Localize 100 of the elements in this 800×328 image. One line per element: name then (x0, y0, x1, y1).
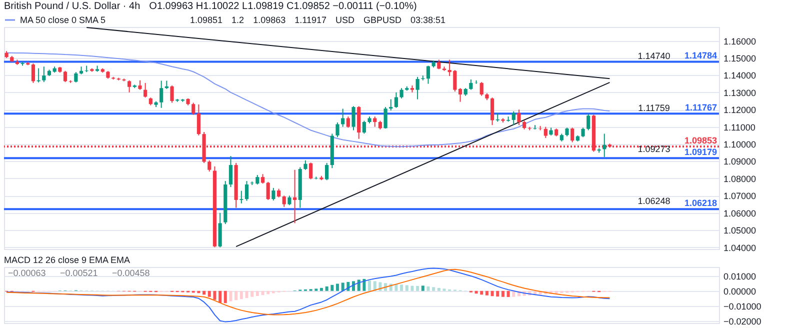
candlestick (437, 59, 441, 70)
text: 1.09851 (190, 15, 223, 25)
bar (362, 278, 366, 291)
candlestick (490, 97, 494, 126)
candlestick (314, 176, 318, 180)
ref-line-label: 1.14784 (684, 50, 717, 61)
bar (554, 290, 558, 294)
candlestick (244, 180, 249, 202)
bar (234, 290, 238, 300)
bar (256, 290, 259, 296)
bar (245, 290, 248, 298)
bar (250, 290, 254, 297)
ref-line-label: 1.11767 (684, 102, 717, 113)
candlestick (341, 108, 345, 128)
candlestick (282, 195, 286, 208)
candlestick (63, 70, 68, 83)
bar (352, 281, 355, 291)
candlestick (208, 160, 212, 172)
candlestick (160, 80, 164, 108)
text: 1.11917 (294, 15, 326, 25)
bar (501, 290, 504, 297)
bar (437, 288, 440, 291)
candlestick (469, 78, 473, 90)
bar (400, 284, 404, 291)
candlestick (346, 116, 350, 128)
y-tick-label: −0.01000 (724, 301, 762, 312)
candlestick (42, 66, 46, 83)
bar (229, 290, 232, 302)
y-tick-label: 0.00000 (724, 286, 756, 296)
candlestick (517, 109, 521, 126)
bar (240, 290, 243, 300)
candlestick (144, 82, 148, 98)
candlestick (362, 120, 366, 134)
candlestick (389, 98, 393, 111)
candlestick (308, 162, 313, 180)
bar (496, 290, 500, 297)
candlestick (228, 156, 233, 188)
candlestick (512, 110, 516, 126)
candlestick (260, 174, 265, 184)
y-tick-label: 1.07000 (724, 191, 756, 202)
ref-line-label: 1.09853 (684, 136, 717, 146)
annotation: −0.00521 (60, 268, 98, 278)
candlestick (384, 106, 388, 130)
candlestick (266, 181, 270, 200)
bar (202, 290, 206, 295)
bar (480, 290, 484, 295)
candlestick (196, 104, 200, 136)
bar (368, 280, 372, 291)
candlestick (192, 102, 196, 116)
y-tick-label: 1.12000 (724, 105, 756, 116)
bar (485, 290, 488, 296)
candlestick (373, 116, 377, 128)
bar (405, 285, 408, 291)
bar (213, 290, 216, 300)
annotation: −0.00458 (112, 268, 150, 278)
candlestick (400, 88, 404, 99)
y-tick-label: 1.11000 (724, 122, 756, 132)
candlestick (84, 65, 88, 73)
annotation: 1.06248 (638, 196, 670, 206)
candlestick (288, 195, 292, 206)
bar (266, 290, 270, 294)
bar (325, 286, 328, 291)
text: 03:38:51 (410, 15, 446, 25)
y-tick-label: 1.05000 (724, 226, 756, 236)
legend-label: MA 50 close 0 SMA 5 (20, 15, 106, 25)
bar (474, 290, 478, 294)
text: 1.2 (232, 15, 244, 25)
y-tick-label: 1.13000 (724, 88, 756, 98)
candlestick (416, 76, 420, 100)
bar (421, 286, 424, 291)
bar (272, 290, 275, 294)
candlestick (538, 125, 542, 131)
bar (341, 282, 344, 291)
bar (490, 290, 494, 296)
bar (416, 286, 420, 291)
candlestick (325, 162, 329, 181)
candlestick (74, 72, 78, 83)
candlestick (218, 212, 222, 248)
annotation: 1.09273 (638, 144, 670, 154)
text: O1.09963 H1.10022 L1.09819 C1.09852 −0.00111 (−0.10%) (149, 1, 417, 12)
annotation: 1.11759 (638, 103, 670, 113)
y-tick-label: 1.06000 (724, 208, 756, 218)
candlestick (170, 85, 174, 104)
annotation: −0.00063 (8, 268, 46, 278)
chart-title: MACD 12 26 close 9 EMA EMA (4, 255, 130, 265)
bar (432, 287, 436, 291)
text: 1.09863 (253, 15, 286, 25)
candlestick (128, 80, 132, 93)
candlestick (480, 82, 484, 96)
bar (512, 290, 516, 297)
bar (261, 290, 264, 296)
ref-line-label: 1.06218 (684, 198, 717, 208)
text: GBPUSD (364, 15, 402, 25)
ref-line-label: 1.09179 (684, 147, 717, 158)
candlestick (602, 133, 606, 158)
y-tick-label: 1.08000 (724, 174, 756, 184)
bar (336, 284, 339, 291)
candlestick (544, 126, 548, 138)
line-series (6, 52, 610, 148)
candlestick (586, 113, 590, 131)
